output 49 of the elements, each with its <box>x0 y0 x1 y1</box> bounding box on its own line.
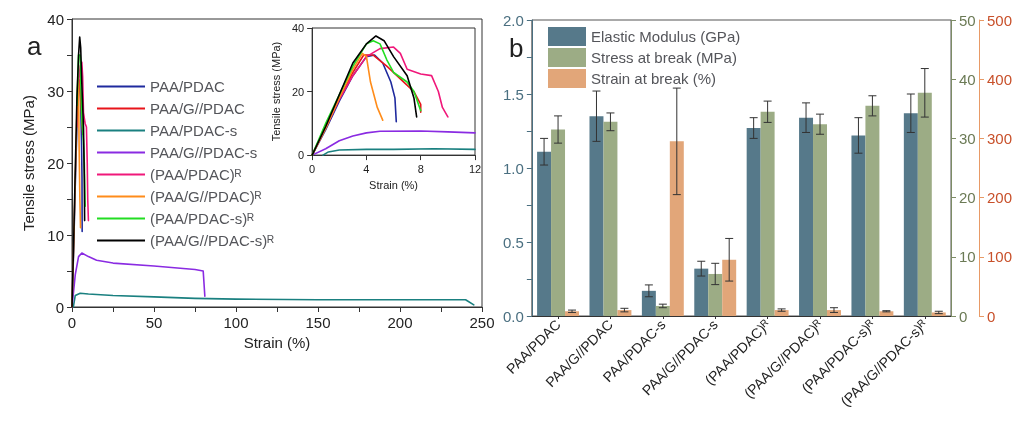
legend-label: Strain at break (%) <box>591 70 717 87</box>
legend-label: (PAA/PDAC-s)ᴿ <box>150 210 255 227</box>
x-tick-label: 0 <box>67 314 77 331</box>
x-tick-label: 200 <box>387 314 413 331</box>
y-tick-label: 1.0 <box>502 159 524 177</box>
x-axis-title: Strain (%) <box>369 178 419 191</box>
y2-tick-label: 20 <box>959 189 976 207</box>
y-tick-label: 30 <box>47 82 64 100</box>
y3-tick-label: 400 <box>987 70 1013 88</box>
y-tick-label: 40 <box>47 10 64 28</box>
y-tick-label: 20 <box>291 85 305 98</box>
y2-tick-label: 30 <box>959 129 976 147</box>
y2-tick-label: 40 <box>959 70 976 88</box>
y-tick-label: 0.0 <box>502 307 524 325</box>
x-tick-label: 12 <box>468 162 482 175</box>
y2-tick-label: 10 <box>959 248 976 266</box>
y-tick-label: 0 <box>55 298 64 316</box>
legend-label: PAA/PDAC <box>150 78 225 95</box>
text: b <box>509 33 524 63</box>
x-tick-label: 100 <box>223 314 249 331</box>
y-tick-label: 20 <box>47 154 64 172</box>
y-tick-label: 2.0 <box>502 11 524 29</box>
y-tick-label: 10 <box>47 226 64 244</box>
text: a <box>27 31 42 61</box>
legend-label: Elastic Modulus (GPa) <box>591 28 741 45</box>
x-axis-title: Strain (%) <box>243 333 311 351</box>
y-tick-label: 0 <box>298 149 305 162</box>
legend-label: PAA/PDAC-s <box>150 122 238 139</box>
x-tick-label: 8 <box>417 162 424 175</box>
x-tick-label: 50 <box>145 314 163 331</box>
x-tick-label: 0 <box>309 162 316 175</box>
y-axis-title: Tensile stress (MPa) <box>269 41 282 142</box>
legend-label: PAA/G//PDAC-s <box>150 144 258 161</box>
y3-tick-label: 200 <box>987 189 1013 207</box>
x-tick-label: 150 <box>305 314 331 331</box>
y3-tick-label: 500 <box>987 11 1013 29</box>
y-tick-label: 1.5 <box>502 85 524 103</box>
x-tick-label: 4 <box>363 162 370 175</box>
y-tick-label: 0.5 <box>502 233 524 251</box>
y-tick-label: 40 <box>291 22 305 34</box>
y2-tick-label: 50 <box>959 11 976 29</box>
y3-tick-label: 100 <box>987 248 1013 266</box>
legend-label: Stress at break (MPa) <box>591 49 737 66</box>
x-tick-label: 250 <box>469 314 495 331</box>
legend-label: (PAA/G//PDAC-s)ᴿ <box>150 232 275 249</box>
y3-tick-label: 300 <box>987 129 1013 147</box>
legend-label: PAA/G//PDAC <box>150 100 245 117</box>
y-axis-title: Tensile stress (MPa) <box>20 95 38 231</box>
legend-label: (PAA/G//PDAC)ᴿ <box>150 188 262 205</box>
